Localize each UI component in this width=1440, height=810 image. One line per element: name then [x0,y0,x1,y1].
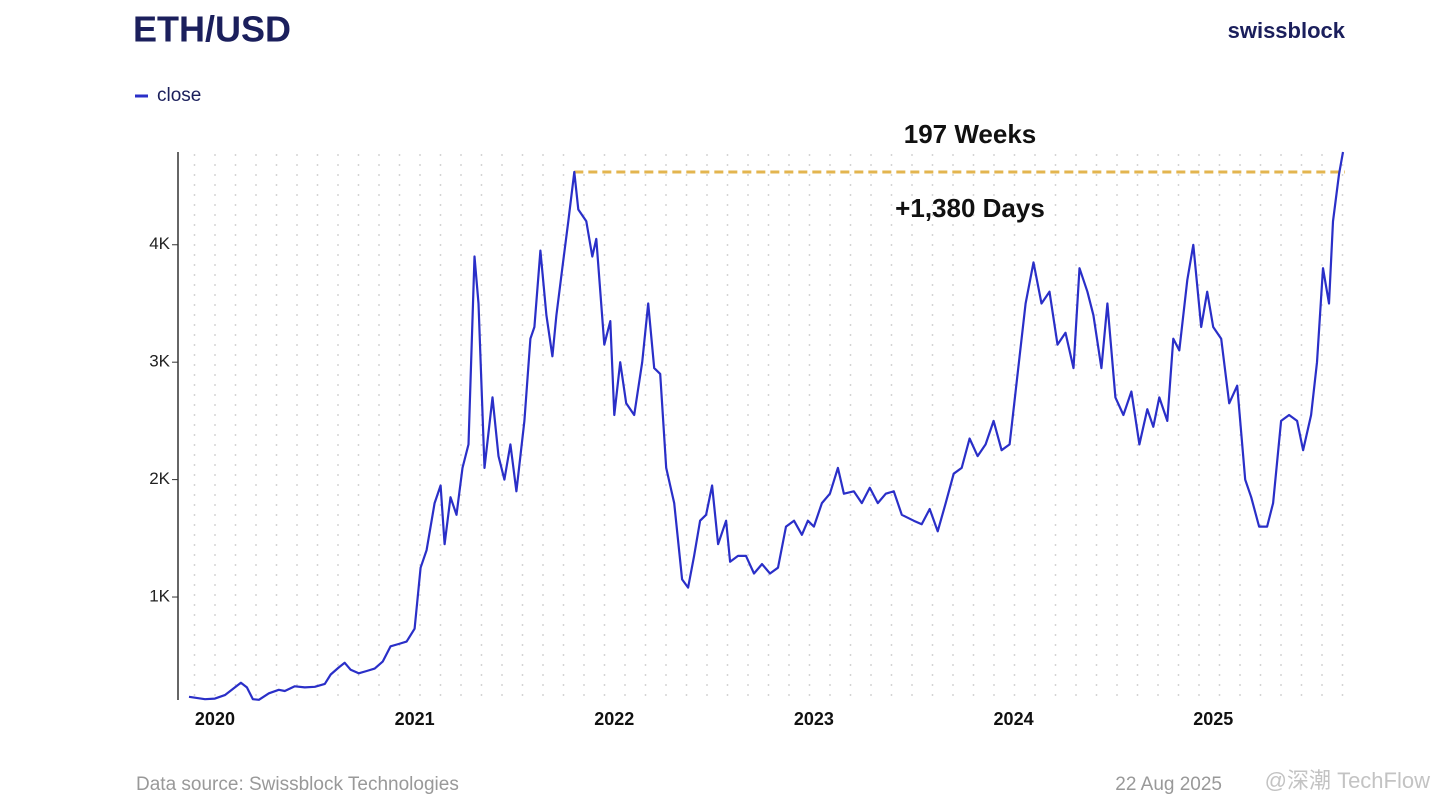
y-tick-label: 2K [149,469,170,488]
annotation: +1,380 Days [895,193,1045,223]
x-tick-label: 2022 [594,709,634,729]
legend-label: close [157,85,201,106]
y-tick-label: 1K [149,587,170,606]
price-line [188,151,1345,701]
dotted-grid [190,152,1345,700]
x-tick-label: 2024 [994,709,1034,729]
source-note: Data source: Swissblock Technologies [136,774,459,795]
y-tick-label: 4K [149,234,170,253]
x-tick-label: 2025 [1193,709,1233,729]
x-tick-label: 2021 [395,709,435,729]
chart-title: ETH/USD [133,9,291,50]
x-tick-label: 2023 [794,709,834,729]
watermark: @深潮 TechFlow [1265,768,1430,793]
brand-logo: swissblock [1228,18,1346,43]
annotation: 197 Weeks [904,119,1037,149]
date-note: 22 Aug 2025 [1115,774,1222,795]
x-tick-label: 2020 [195,709,235,729]
y-tick-label: 3K [149,352,170,371]
